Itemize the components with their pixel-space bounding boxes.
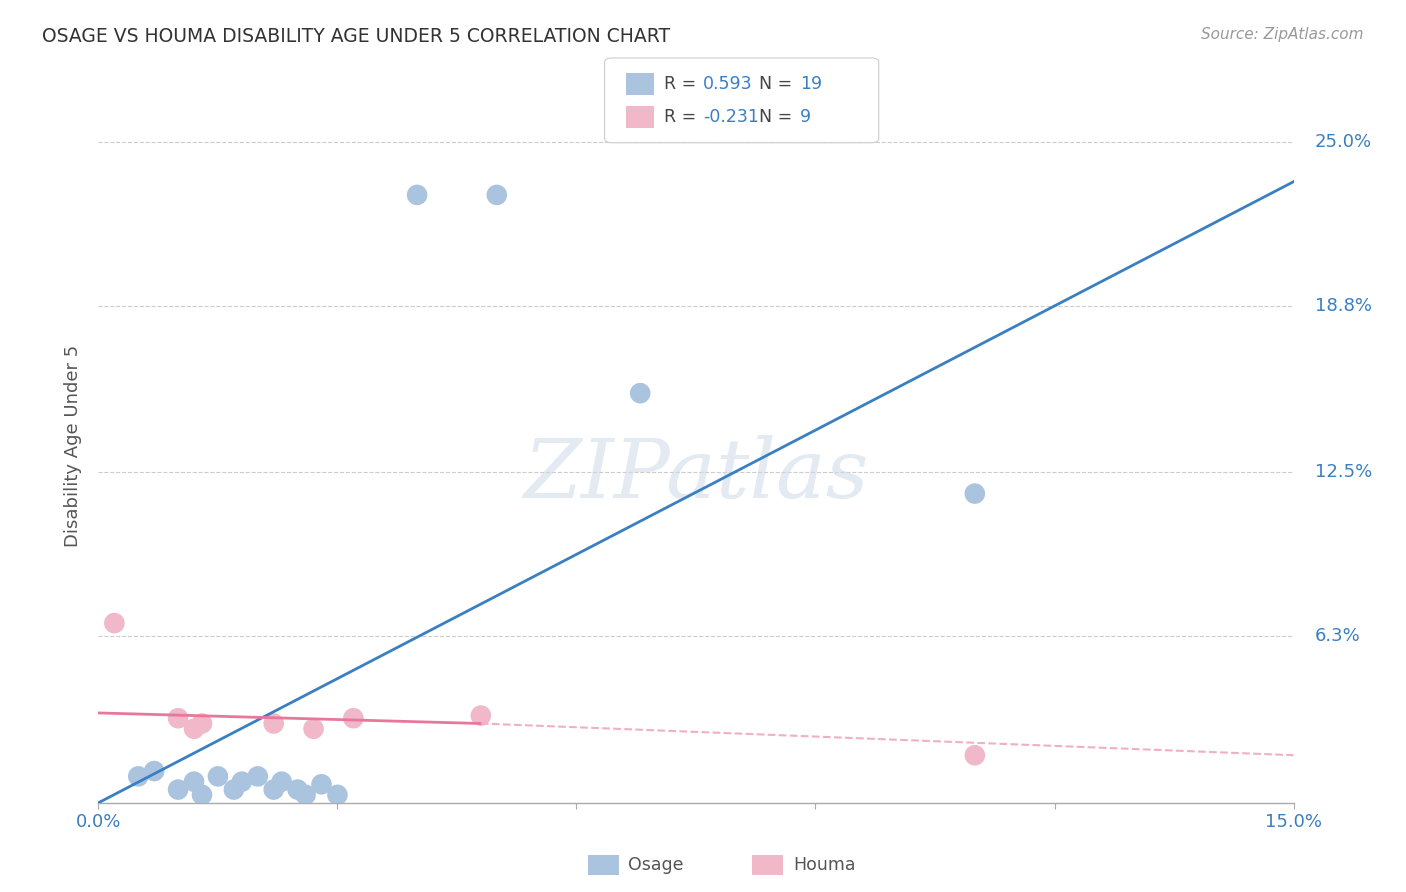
Point — [103, 616, 125, 631]
Text: ZIPatlas: ZIPatlas — [523, 434, 869, 515]
Text: Osage: Osage — [628, 856, 683, 874]
Text: 9: 9 — [800, 108, 811, 126]
Text: R =: R = — [664, 108, 702, 126]
Point — [270, 774, 292, 789]
Point — [470, 708, 492, 723]
Point — [167, 711, 190, 725]
Text: 18.8%: 18.8% — [1315, 297, 1372, 315]
Point — [287, 782, 309, 797]
Text: OSAGE VS HOUMA DISABILITY AGE UNDER 5 CORRELATION CHART: OSAGE VS HOUMA DISABILITY AGE UNDER 5 CO… — [42, 27, 671, 45]
Point — [485, 188, 508, 202]
Point — [143, 764, 166, 778]
Text: Source: ZipAtlas.com: Source: ZipAtlas.com — [1201, 27, 1364, 42]
Point — [231, 774, 253, 789]
Point — [127, 769, 149, 783]
Text: 19: 19 — [800, 75, 823, 93]
Point — [207, 769, 229, 783]
Point — [342, 711, 364, 725]
Text: 6.3%: 6.3% — [1315, 627, 1361, 645]
Text: N =: N = — [759, 75, 799, 93]
Text: 25.0%: 25.0% — [1315, 133, 1372, 151]
Point — [294, 788, 316, 802]
Point — [246, 769, 269, 783]
Point — [263, 782, 285, 797]
Point — [191, 788, 214, 802]
Point — [302, 722, 325, 736]
Point — [963, 748, 986, 763]
Point — [311, 777, 333, 791]
Text: R =: R = — [664, 75, 702, 93]
Point — [222, 782, 245, 797]
Text: N =: N = — [759, 108, 799, 126]
Point — [191, 716, 214, 731]
Text: 12.5%: 12.5% — [1315, 464, 1372, 482]
Text: -0.231: -0.231 — [703, 108, 759, 126]
Point — [167, 782, 190, 797]
Point — [183, 722, 205, 736]
Point — [406, 188, 429, 202]
Point — [326, 788, 349, 802]
Point — [628, 386, 651, 401]
Point — [183, 774, 205, 789]
Text: 0.593: 0.593 — [703, 75, 752, 93]
Point — [963, 486, 986, 500]
Text: Houma: Houma — [793, 856, 855, 874]
Y-axis label: Disability Age Under 5: Disability Age Under 5 — [65, 345, 83, 547]
Point — [263, 716, 285, 731]
